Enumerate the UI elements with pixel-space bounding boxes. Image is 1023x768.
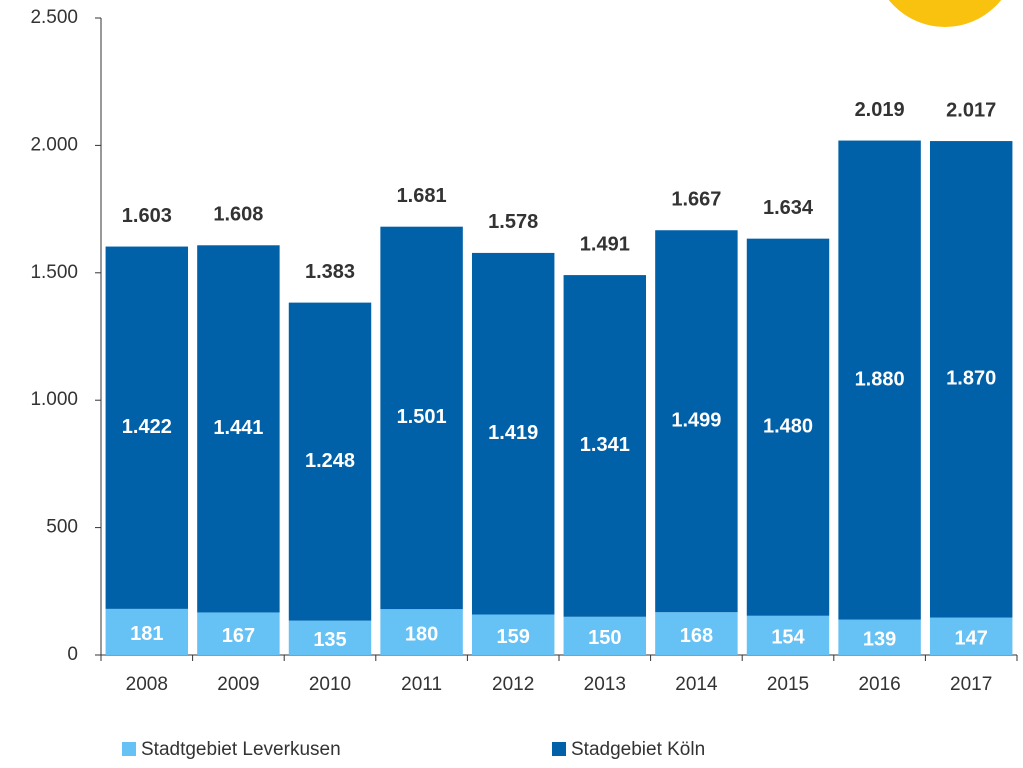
data-label: 1.248	[305, 450, 355, 472]
data-label: 139	[863, 629, 896, 651]
x-tick-label: 2009	[217, 674, 259, 695]
total-label: 1.681	[397, 185, 447, 207]
x-tick-label: 2011	[401, 674, 442, 695]
bar-segment	[655, 230, 738, 613]
bar-segment	[746, 615, 830, 655]
bar-segment	[105, 246, 189, 609]
data-label: 1.341	[580, 434, 630, 456]
data-label: 1.422	[122, 416, 172, 438]
data-label: 1.880	[855, 368, 905, 390]
total-label: 1.608	[213, 204, 263, 226]
y-tick-label: 0	[67, 644, 78, 665]
bar-segment	[197, 612, 280, 655]
bar-segment	[197, 245, 280, 613]
y-tick-label: 500	[46, 517, 78, 538]
bar-segment	[655, 612, 738, 655]
total-label: 1.603	[122, 205, 172, 227]
x-tick-label: 2015	[767, 674, 809, 695]
x-tick-label: 2017	[950, 674, 992, 695]
data-label: 150	[588, 627, 621, 649]
total-label: 2.019	[855, 99, 905, 121]
legend-label: Stadgebiet Köln	[571, 739, 705, 760]
y-tick-label: 1.500	[30, 262, 78, 283]
bar-segment	[105, 608, 189, 655]
bar-segment	[838, 619, 921, 655]
bar-segment	[471, 252, 555, 615]
bar-segment	[929, 141, 1013, 618]
total-label: 1.634	[763, 197, 814, 219]
data-label: 159	[497, 626, 530, 648]
total-label: 2.017	[946, 99, 996, 121]
data-label: 135	[313, 629, 346, 651]
total-label: 1.667	[671, 189, 721, 211]
bar-segment	[563, 616, 647, 655]
x-tick-label: 2008	[126, 674, 168, 695]
bar-segment	[288, 620, 372, 655]
total-label: 1.383	[305, 261, 355, 283]
bar-segment	[288, 302, 372, 621]
bar-segment	[563, 275, 647, 617]
legend-swatch	[122, 742, 136, 756]
bar-segment	[929, 617, 1013, 655]
legend-label: Stadtgebiet Leverkusen	[141, 739, 341, 760]
bar-segment	[380, 226, 463, 610]
bar-segment	[838, 140, 921, 620]
data-label: 168	[680, 625, 713, 647]
data-label: 1.441	[213, 417, 263, 439]
data-label: 181	[130, 623, 163, 645]
total-label: 1.491	[580, 233, 630, 255]
y-tick-label: 2.000	[30, 134, 78, 155]
total-label: 1.578	[488, 211, 538, 233]
data-label: 1.419	[488, 422, 538, 444]
data-label: 1.870	[946, 368, 996, 390]
x-tick-label: 2016	[858, 674, 900, 695]
y-tick-label: 2.500	[30, 7, 78, 28]
data-label: 180	[405, 623, 438, 645]
bar-segment	[380, 609, 463, 655]
data-label: 154	[771, 627, 805, 649]
decoration	[888, 0, 1002, 27]
x-tick-label: 2010	[309, 674, 351, 695]
bar-segment	[746, 238, 830, 616]
x-tick-label: 2012	[492, 674, 534, 695]
y-tick-label: 1.000	[30, 389, 78, 410]
data-label: 1.501	[397, 406, 447, 428]
data-label: 167	[222, 625, 255, 647]
data-label: 1.480	[763, 415, 813, 437]
x-tick-label: 2013	[584, 674, 626, 695]
legend-swatch	[552, 742, 566, 756]
x-tick-label: 2014	[675, 674, 718, 695]
bar-segment	[471, 614, 555, 655]
data-label: 147	[955, 628, 988, 650]
data-label: 1.499	[671, 410, 721, 432]
